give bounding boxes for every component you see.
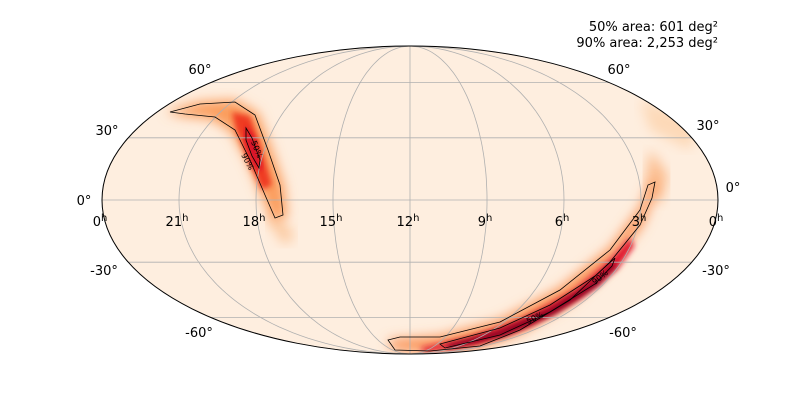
dec-tick-label-right: -30° xyxy=(702,264,730,279)
meridian-line xyxy=(409,46,488,354)
ra-tick-label: 0h xyxy=(93,213,108,230)
area-50-label: 50% area: 601 deg² xyxy=(588,20,718,35)
meridian-line xyxy=(255,46,411,354)
prob-peak-north xyxy=(245,125,262,170)
prob-region-north xyxy=(165,100,287,220)
dec-tick-label-right: 30° xyxy=(696,119,719,134)
dec-tick-label-left: 30° xyxy=(95,124,118,139)
dec-tick-label-right: -60° xyxy=(609,326,637,341)
ra-tick-label: 0h xyxy=(709,213,724,230)
dec-tick-label-right: 60° xyxy=(607,63,630,78)
contour-50-south xyxy=(439,257,616,349)
meridian-line xyxy=(178,46,411,354)
sky-outline xyxy=(101,45,719,355)
meridian-line xyxy=(409,46,642,354)
contour-50-north xyxy=(245,126,261,170)
area-90-label: 90% area: 2,253 deg² xyxy=(576,36,718,51)
meridian-line xyxy=(332,46,411,354)
dec-tick-label-left: 0° xyxy=(77,194,92,209)
dec-tick-label-left: -60° xyxy=(185,326,213,341)
contour-90-south xyxy=(387,181,656,352)
meridian-line xyxy=(409,46,565,354)
dec-tick-label-left: -30° xyxy=(90,264,118,279)
contour-90-north xyxy=(169,101,284,219)
dec-tick-label-left: 60° xyxy=(188,63,211,78)
dec-tick-label-right: 0° xyxy=(726,181,741,196)
